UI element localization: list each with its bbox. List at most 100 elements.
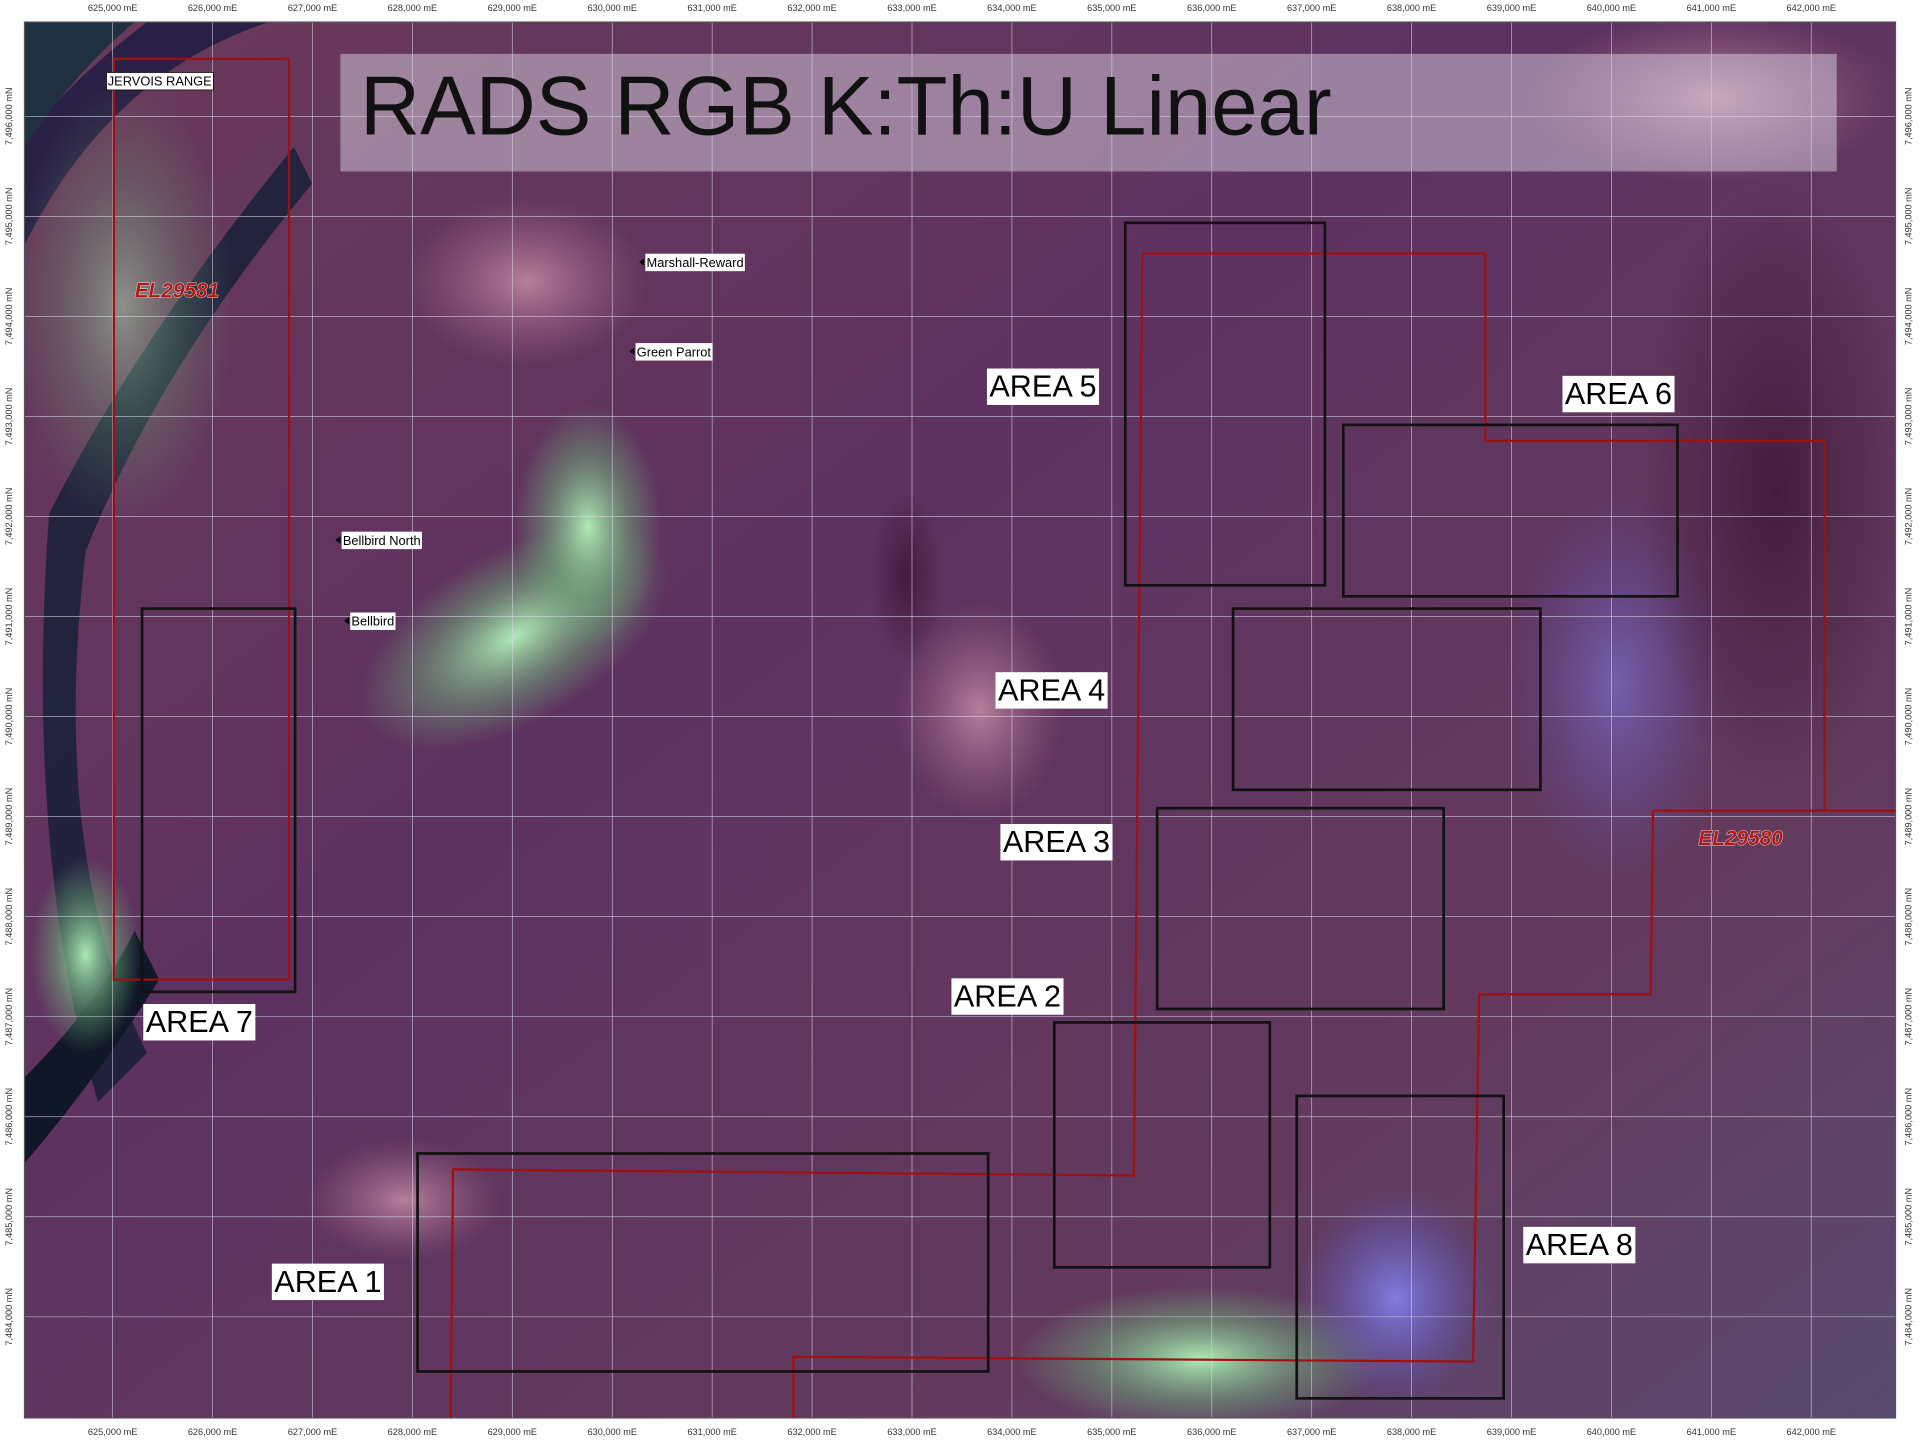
easting-label: 638,000 mE xyxy=(1387,1427,1436,1437)
northing-label: 7,493,000 mN xyxy=(4,388,14,446)
area-label-group: AREA 3 xyxy=(1000,824,1112,860)
easting-label: 631,000 mE xyxy=(687,3,736,13)
easting-label: 641,000 mE xyxy=(1687,1427,1736,1437)
area-label: AREA 4 xyxy=(998,673,1105,707)
area-label-group: AREA 1 xyxy=(272,1264,384,1300)
northing-label: 7,491,000 mN xyxy=(1903,588,1913,646)
area-label-group: AREA 2 xyxy=(951,978,1063,1014)
easting-label: 633,000 mE xyxy=(887,1427,936,1437)
easting-label: 634,000 mE xyxy=(987,3,1036,13)
easting-label: 640,000 mE xyxy=(1587,3,1636,13)
place-label-group: Bellbird North xyxy=(342,532,422,549)
place-label-group: Marshall-Reward xyxy=(645,254,745,271)
easting-label: 635,000 mE xyxy=(1087,3,1136,13)
northing-label: 7,489,000 mN xyxy=(4,788,14,846)
northing-label: 7,490,000 mN xyxy=(1903,688,1913,746)
easting-label: 637,000 mE xyxy=(1287,3,1336,13)
area-label-group: AREA 4 xyxy=(996,672,1108,708)
place-label: Marshall-Reward xyxy=(647,255,744,270)
northing-label: 7,485,000 mN xyxy=(1903,1188,1913,1246)
easting-label: 625,000 mE xyxy=(88,3,137,13)
easting-label: 636,000 mE xyxy=(1187,3,1236,13)
northing-label: 7,488,000 mN xyxy=(4,888,14,946)
easting-label: 632,000 mE xyxy=(787,3,836,13)
area-label: AREA 7 xyxy=(146,1005,253,1039)
bright-zone xyxy=(306,1139,502,1261)
region-label: JERVOIS RANGE xyxy=(108,74,212,89)
area-label: AREA 5 xyxy=(989,370,1096,404)
easting-label: 638,000 mE xyxy=(1387,3,1436,13)
easting-label: 637,000 mE xyxy=(1287,1427,1336,1437)
place-label: Bellbird North xyxy=(343,533,421,548)
area-label-group: AREA 6 xyxy=(1562,376,1674,412)
easting-label: 636,000 mE xyxy=(1187,1427,1236,1437)
northing-label: 7,493,000 mN xyxy=(1903,388,1913,446)
northing-label: 7,494,000 mN xyxy=(4,288,14,346)
northing-label: 7,486,000 mN xyxy=(1903,1088,1913,1146)
area-label-group: AREA 7 xyxy=(143,1004,255,1040)
northing-label: 7,487,000 mN xyxy=(1903,988,1913,1046)
northing-label: 7,489,000 mN xyxy=(1903,788,1913,846)
easting-label: 642,000 mE xyxy=(1787,3,1836,13)
easting-label: 641,000 mE xyxy=(1687,3,1736,13)
easting-label: 639,000 mE xyxy=(1487,1427,1536,1437)
northing-label: 7,496,000 mN xyxy=(1903,88,1913,146)
northing-label: 7,495,000 mN xyxy=(1903,188,1913,246)
tenement-label: EL29581 xyxy=(135,280,219,303)
easting-label: 625,000 mE xyxy=(88,1427,137,1437)
easting-label: 629,000 mE xyxy=(488,1427,537,1437)
bright-zone xyxy=(1298,1188,1494,1408)
title: RADS RGB K:Th:U Linear xyxy=(360,60,1332,153)
area-label-group: AREA 8 xyxy=(1523,1227,1635,1263)
northing-label: 7,496,000 mN xyxy=(4,88,14,146)
northing-label: 7,484,000 mN xyxy=(1903,1288,1913,1346)
dark-zone xyxy=(869,490,942,661)
bright-zone xyxy=(31,857,141,1053)
northing-label: 7,491,000 mN xyxy=(4,588,14,646)
easting-label: 629,000 mE xyxy=(488,3,537,13)
easting-label: 634,000 mE xyxy=(987,1427,1036,1437)
easting-label: 627,000 mE xyxy=(288,3,337,13)
place-label: Bellbird xyxy=(351,614,394,629)
area-label: AREA 6 xyxy=(1565,377,1672,411)
northing-label: 7,492,000 mN xyxy=(4,488,14,546)
northing-label: 7,487,000 mN xyxy=(4,988,14,1046)
bright-zone xyxy=(12,86,232,527)
area-label-group: AREA 5 xyxy=(987,369,1099,405)
northing-label: 7,490,000 mN xyxy=(4,688,14,746)
dark-zone xyxy=(1641,184,1910,796)
region-label-group: JERVOIS RANGE xyxy=(107,72,214,89)
northing-label: 7,495,000 mN xyxy=(4,188,14,246)
easting-label: 630,000 mE xyxy=(588,3,637,13)
easting-label: 630,000 mE xyxy=(588,1427,637,1437)
northing-label: 7,486,000 mN xyxy=(4,1088,14,1146)
easting-label: 633,000 mE xyxy=(887,3,936,13)
bright-zone xyxy=(514,404,661,649)
area-label: AREA 3 xyxy=(1003,825,1110,859)
northing-label: 7,488,000 mN xyxy=(1903,888,1913,946)
easting-label: 635,000 mE xyxy=(1087,1427,1136,1437)
area-label: AREA 1 xyxy=(274,1265,381,1299)
place-label: Green Parrot xyxy=(637,344,712,359)
easting-label: 639,000 mE xyxy=(1487,3,1536,13)
easting-label: 626,000 mE xyxy=(188,3,237,13)
place-label-group: Green Parrot xyxy=(636,343,713,360)
northing-label: 7,492,000 mN xyxy=(1903,488,1913,546)
easting-label: 631,000 mE xyxy=(687,1427,736,1437)
map: 625,000 mE 625,000 mE 626,000 mE 626,000 mE… xyxy=(0,0,1920,1440)
area-label: AREA 2 xyxy=(954,980,1061,1014)
easting-label: 640,000 mE xyxy=(1587,1427,1636,1437)
page: {"title": "RADS RGB K:Th:U Linear", "eas… xyxy=(0,0,1920,1440)
tenement-label: EL29580 xyxy=(1698,827,1783,850)
area-label: AREA 8 xyxy=(1526,1228,1633,1262)
northing-label: 7,485,000 mN xyxy=(4,1188,14,1246)
easting-label: 628,000 mE xyxy=(388,1427,437,1437)
easting-label: 628,000 mE xyxy=(388,3,437,13)
place-label-group: Bellbird xyxy=(350,612,395,629)
easting-label: 626,000 mE xyxy=(188,1427,237,1437)
imagery xyxy=(12,12,1910,1432)
easting-label: 632,000 mE xyxy=(787,1427,836,1437)
easting-label: 627,000 mE xyxy=(288,1427,337,1437)
easting-label: 642,000 mE xyxy=(1787,1427,1836,1437)
northing-label: 7,494,000 mN xyxy=(1903,288,1913,346)
